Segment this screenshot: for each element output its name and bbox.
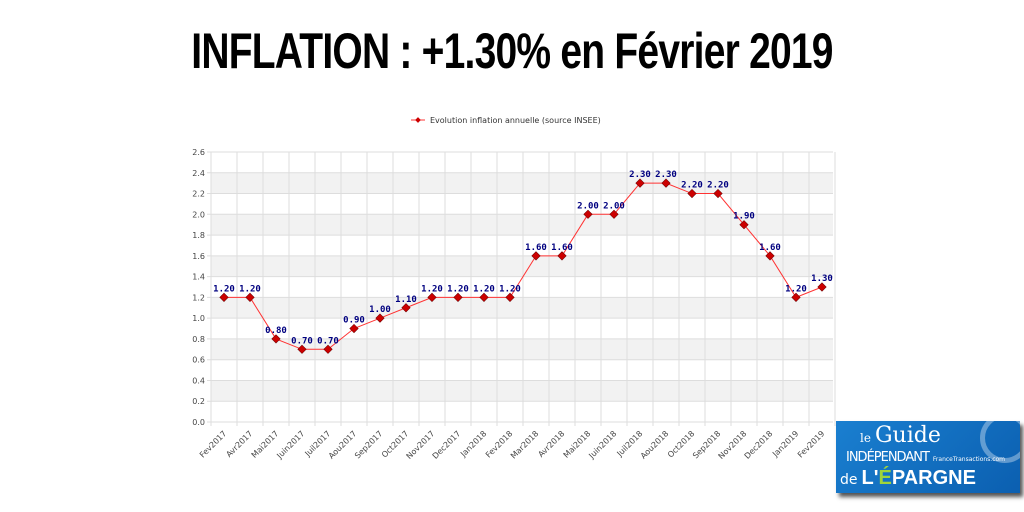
data-point xyxy=(271,334,281,344)
x-tick-label: Juin2017 xyxy=(275,429,307,461)
data-label: 1.20 xyxy=(473,284,495,294)
y-tick-label: 1.4 xyxy=(192,273,205,282)
data-label: 2.30 xyxy=(655,170,677,180)
data-label: 1.20 xyxy=(421,284,443,294)
data-point xyxy=(505,292,515,302)
data-point xyxy=(609,209,619,219)
data-point xyxy=(635,178,645,188)
y-tick-label: 1.6 xyxy=(192,252,205,261)
x-tick-label: Jan2019 xyxy=(770,429,800,459)
data-label: 1.20 xyxy=(213,284,235,294)
logo: le Guide INDÉPENDANT FranceTransactions.co… xyxy=(836,421,1020,493)
y-tick-label: 0.6 xyxy=(192,356,205,365)
legend-label: Evolution inflation annuelle (source INS… xyxy=(430,116,601,125)
grid-band xyxy=(211,297,833,319)
data-point xyxy=(817,282,827,292)
data-label: 0.80 xyxy=(265,326,287,336)
data-label: 1.20 xyxy=(447,284,469,294)
data-point xyxy=(687,188,697,199)
page-title: INFLATION : +1.30% en Février 2019 xyxy=(191,23,833,79)
y-tick-label: 1.8 xyxy=(192,231,205,240)
data-label: 1.20 xyxy=(499,284,521,294)
x-tick-label: Sep2017 xyxy=(353,429,384,460)
data-label: 1.90 xyxy=(733,212,755,222)
x-tick-label: Dec2018 xyxy=(743,429,775,461)
data-point xyxy=(531,251,541,261)
data-label: 1.60 xyxy=(525,243,547,253)
data-label: 1.60 xyxy=(551,243,573,253)
data-point xyxy=(739,220,749,230)
data-point xyxy=(661,178,671,188)
data-point xyxy=(479,292,489,302)
data-label: 2.20 xyxy=(707,181,729,191)
y-tick-label: 2.6 xyxy=(192,148,205,157)
data-point xyxy=(427,292,437,302)
x-tick-label: Mar2018 xyxy=(509,429,540,460)
x-tick-label: Fev2017 xyxy=(198,429,229,460)
data-point xyxy=(713,188,723,199)
grid-band xyxy=(211,380,833,402)
data-point xyxy=(453,292,463,302)
data-point xyxy=(219,292,229,302)
y-tick-label: 1.0 xyxy=(192,314,205,323)
x-tick-label: Juin2018 xyxy=(587,429,619,461)
data-point xyxy=(583,209,593,219)
y-tick-label: 2.0 xyxy=(192,210,205,219)
data-point xyxy=(557,251,567,261)
data-point xyxy=(323,344,333,354)
data-point xyxy=(245,292,255,302)
data-label: 1.30 xyxy=(811,274,833,284)
y-tick-label: 1.2 xyxy=(192,293,205,302)
grid-band xyxy=(211,172,833,194)
data-point xyxy=(297,344,307,354)
data-label: 1.00 xyxy=(369,305,391,315)
grid-band xyxy=(211,255,833,277)
data-label: 0.90 xyxy=(343,316,365,326)
legend-marker xyxy=(415,117,421,123)
y-tick-label: 0.4 xyxy=(192,376,205,385)
x-tick-label: Dec2017 xyxy=(431,429,463,461)
y-tick-label: 2.2 xyxy=(192,190,205,199)
y-tick-label: 0.8 xyxy=(192,335,205,344)
data-label: 2.20 xyxy=(681,181,703,191)
x-tick-label: Aou2018 xyxy=(639,429,671,461)
data-label: 2.00 xyxy=(577,201,599,211)
data-label: 0.70 xyxy=(291,336,313,346)
data-label: 1.60 xyxy=(759,243,781,253)
x-tick-label: Jan2018 xyxy=(458,429,488,459)
data-label: 1.20 xyxy=(239,284,261,294)
data-label: 1.10 xyxy=(395,295,417,305)
data-point xyxy=(375,313,385,323)
data-label: 2.30 xyxy=(629,170,651,180)
y-tick-label: 2.4 xyxy=(192,169,205,178)
data-point xyxy=(349,323,359,334)
data-label: 0.70 xyxy=(317,336,339,346)
data-point xyxy=(765,251,775,261)
data-point xyxy=(791,292,801,302)
data-label: 1.20 xyxy=(785,284,807,294)
y-tick-label: 0.2 xyxy=(192,397,205,406)
data-point xyxy=(401,303,411,313)
x-tick-label: Fev2019 xyxy=(796,429,827,460)
y-tick-label: 0.0 xyxy=(192,418,205,427)
data-label: 2.00 xyxy=(603,201,625,211)
